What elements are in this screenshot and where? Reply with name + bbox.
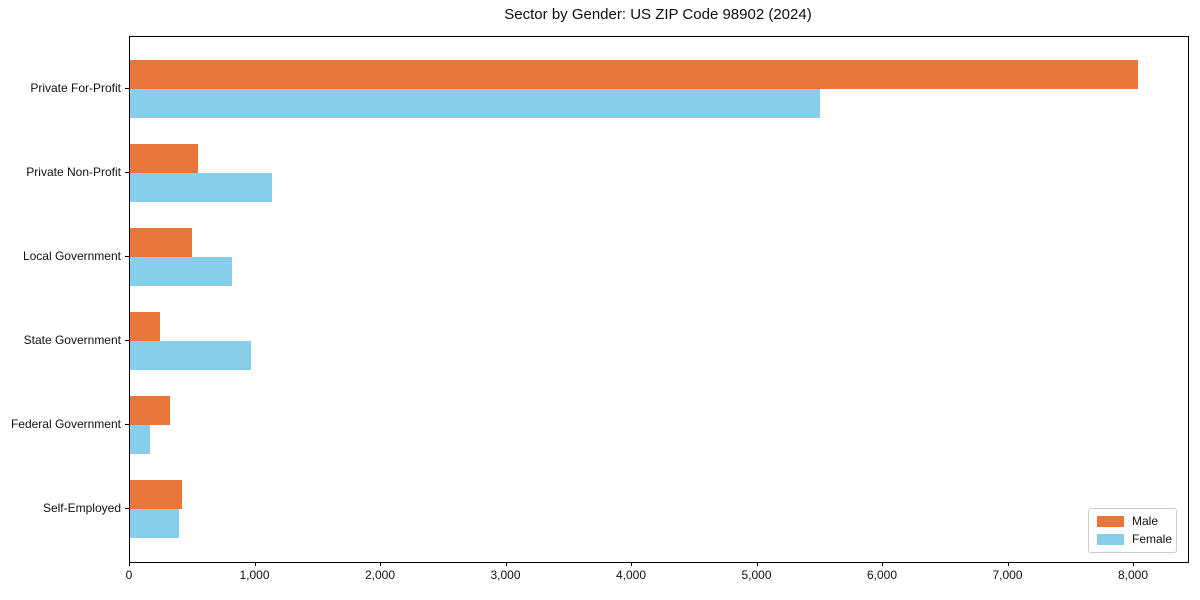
legend-label-female: Female [1132,532,1173,546]
y-tick-mark [125,172,129,173]
legend-label-male: Male [1132,514,1159,528]
x-tick-mark [505,562,507,566]
y-tick-mark [125,88,129,89]
y-tick-label: State Government [23,333,121,347]
x-tick-mark [254,562,256,566]
x-tick-label: 1,000 [239,568,270,582]
bar-female-private-non-profit [130,173,273,202]
x-tick-mark [1007,562,1009,566]
x-tick-label: 4,000 [615,568,647,582]
x-tick-label: 0 [125,568,133,582]
y-tick-mark [125,340,129,341]
y-tick-label: Federal Government [10,417,121,431]
x-tick-label: 3,000 [490,568,521,582]
bar-male-state-government [130,312,161,341]
x-tick-label: 7,000 [992,568,1023,582]
bar-female-local-government [130,257,232,286]
x-tick-mark [1133,562,1134,566]
y-tick-label: Self-Employed [42,501,121,515]
x-tick-mark [882,562,883,566]
y-tick-label: Private For-Profit [30,81,121,95]
legend-item-female: Female [1097,533,1172,546]
y-tick-mark [125,508,129,509]
bar-male-private-non-profit [130,144,199,173]
bar-female-self-employed [130,509,179,538]
bar-female-state-government [130,341,251,370]
bar-female-private-for-profit [130,89,821,118]
plot-area [129,36,1189,563]
x-tick-label: 5,000 [741,568,772,582]
x-tick-label: 6,000 [866,568,898,582]
bar-male-self-employed [130,480,182,509]
x-tick-label: 2,000 [364,568,396,582]
bar-female-federal-government [130,425,151,454]
female-series-swatch [1097,534,1124,545]
bar-male-private-for-profit [130,60,1138,89]
x-tick-mark [129,562,130,566]
x-tick-mark [380,562,381,566]
bar-male-federal-government [130,396,170,425]
x-tick-label: 8,000 [1117,568,1149,582]
y-tick-label: Private Non-Profit [26,165,121,179]
y-tick-label: Local Government [22,249,121,263]
legend: Male Female [1088,508,1177,553]
y-tick-mark [125,424,129,425]
x-tick-mark [631,562,632,566]
bar-male-local-government [130,228,193,257]
legend-item-male: Male [1097,515,1168,528]
x-tick-mark [756,562,758,566]
chart-title: Sector by Gender: US ZIP Code 98902 (202… [504,6,812,23]
y-tick-mark [125,256,129,257]
male-series-swatch [1097,516,1124,527]
